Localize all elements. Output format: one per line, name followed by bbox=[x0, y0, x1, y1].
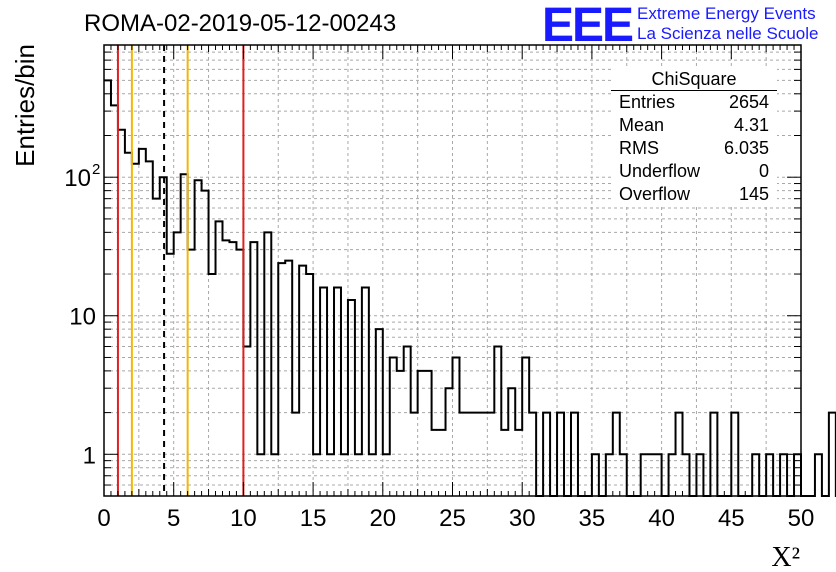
stats-label: Underflow bbox=[619, 161, 701, 181]
x-tick-label: 45 bbox=[718, 505, 745, 532]
logo-line-2: La Scienza nelle Scuole bbox=[637, 24, 819, 43]
stats-value: 2654 bbox=[728, 92, 769, 112]
reference-lines bbox=[116, 45, 245, 496]
stats-value: 6.035 bbox=[723, 138, 769, 158]
stats-label: RMS bbox=[619, 138, 659, 158]
x-tick-label: 20 bbox=[369, 505, 396, 532]
y-tick-exponent: 2 bbox=[92, 161, 100, 178]
stats-title: ChiSquare bbox=[611, 68, 777, 91]
x-tick-label: 30 bbox=[509, 505, 536, 532]
y-tick-label: 10 bbox=[69, 304, 96, 331]
stats-value: 145 bbox=[738, 184, 769, 204]
stats-row-entries: Entries 2654 bbox=[611, 91, 777, 114]
eee-logo: EEE bbox=[542, 0, 634, 52]
y-axis-label: Entries/bin bbox=[10, 44, 40, 167]
stats-label: Entries bbox=[619, 92, 676, 112]
logo-line-1: Extreme Energy Events bbox=[637, 4, 816, 23]
x-tick-label: 40 bbox=[648, 505, 675, 532]
stats-value: 0 bbox=[758, 161, 769, 181]
stats-label: Overflow bbox=[619, 184, 691, 204]
x-tick-label: 0 bbox=[97, 505, 110, 532]
y-tick-label: 10 bbox=[64, 165, 91, 192]
x-tick-label: 50 bbox=[788, 505, 815, 532]
chart-title: ROMA-02-2019-05-12-00243 bbox=[84, 10, 397, 37]
stats-value: 4.31 bbox=[733, 115, 769, 135]
x-tick-label: 35 bbox=[579, 505, 606, 532]
x-tick-label: 5 bbox=[167, 505, 180, 532]
y-tick-label: 1 bbox=[83, 442, 96, 469]
stats-row-rms: RMS 6.035 bbox=[611, 137, 777, 160]
stats-row-underflow: Underflow 0 bbox=[611, 160, 777, 183]
stats-label: Mean bbox=[619, 115, 665, 135]
axis-ticks bbox=[103, 44, 802, 497]
stats-row-mean: Mean 4.31 bbox=[611, 114, 777, 137]
x-tick-label: 25 bbox=[439, 505, 466, 532]
x-axis-label: X² bbox=[771, 542, 800, 572]
stats-row-overflow: Overflow 145 bbox=[611, 183, 777, 206]
x-tick-label: 10 bbox=[230, 505, 257, 532]
stats-box: ChiSquare Entries 2654 Mean 4.31 RMS 6.0… bbox=[611, 68, 777, 206]
x-tick-label: 15 bbox=[300, 505, 327, 532]
